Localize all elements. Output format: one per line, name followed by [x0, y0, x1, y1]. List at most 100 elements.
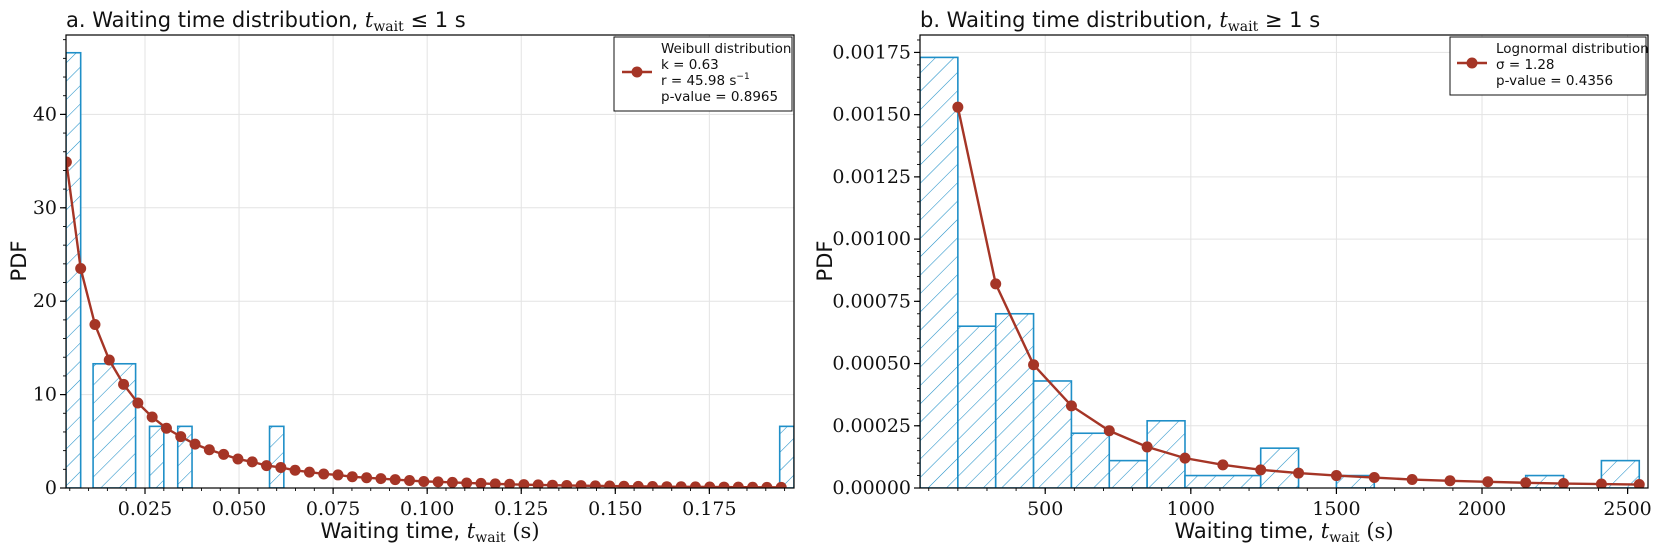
panel-b-legend-title: Lognormal distribution [1496, 41, 1649, 57]
fit-point [203, 444, 215, 456]
histogram-bar [994, 312, 1035, 488]
y-tick-label: 0.00050 [832, 353, 911, 375]
y-tick-label: 20 [33, 290, 57, 312]
fit-point [232, 453, 244, 465]
fit-point [318, 468, 330, 480]
y-tick-label: 40 [33, 103, 57, 125]
y-tick-label: 0 [45, 477, 57, 499]
fit-point [275, 461, 287, 473]
panel-a-legend: Weibull distribution k = 0.63 r = 45.98 … [613, 36, 793, 112]
panel-a-legend-k: k = 0.63 [661, 57, 719, 73]
histogram-bar [1108, 459, 1148, 488]
x-tick-label: 0.175 [682, 498, 736, 520]
fit-point [75, 263, 87, 275]
panel-b-legend-marker [1466, 57, 1478, 69]
histogram-bar [92, 362, 137, 488]
fit-point [261, 460, 273, 472]
fit-point [518, 479, 530, 488]
fit-point [1595, 478, 1607, 488]
fit-point [418, 475, 430, 487]
fit-point [89, 319, 101, 331]
histogram-bar [778, 425, 794, 488]
fit-point [1293, 467, 1305, 479]
fit-point [332, 469, 344, 481]
fit-point [461, 477, 473, 488]
fit-point [375, 473, 387, 485]
panel-a-weibull-fit [66, 156, 787, 488]
panel-a-legend-title: Weibull distribution [661, 41, 791, 57]
fit-point [246, 456, 258, 468]
y-tick-label: 0.00075 [832, 290, 911, 312]
panel-b-frame [919, 34, 1649, 489]
fit-point [504, 478, 516, 488]
y-tick-label: 10 [33, 384, 57, 406]
fit-point [160, 422, 172, 434]
fit-point [175, 431, 187, 443]
panel-b-ylabel: PDF [813, 241, 837, 282]
panel-b-legend-sigma: σ = 1.28 [1496, 57, 1555, 73]
y-tick-label: 0.00125 [832, 166, 911, 188]
fit-point [118, 378, 130, 390]
fit-point [632, 480, 644, 488]
y-tick-label: 0.00025 [832, 415, 911, 437]
fit-point [432, 476, 444, 488]
y-tick-label: 30 [33, 197, 57, 219]
fit-point [952, 101, 964, 113]
histogram-bar [1070, 432, 1111, 488]
panel-b-legend-box [1449, 36, 1647, 96]
fit-point [589, 480, 601, 488]
x-tick-label: 0.150 [588, 498, 642, 520]
fit-point [747, 481, 759, 488]
fit-point [146, 411, 158, 423]
fit-point [475, 477, 487, 488]
panel-a-legend-pvalue: p-value = 0.8965 [661, 89, 778, 105]
histogram-bar [148, 425, 165, 488]
fit-point [1141, 441, 1153, 453]
fit-point [303, 466, 315, 478]
histogram-bar [920, 56, 959, 488]
fit-point [661, 481, 673, 488]
fit-point [389, 474, 401, 486]
fit-line [66, 161, 782, 488]
fit-point [575, 480, 587, 488]
fit-point [532, 479, 544, 488]
fit-point [66, 156, 72, 168]
fit-point [1217, 459, 1229, 471]
fit-point [775, 481, 787, 488]
panel-b-chart: b. Waiting time distribution, twait ≥ 1 … [813, 8, 1652, 546]
fit-point [132, 397, 144, 409]
x-tick-label: 1000 [1167, 498, 1215, 520]
fit-point [1065, 400, 1077, 412]
histogram-bar [1259, 447, 1300, 488]
fit-point [189, 438, 201, 450]
fit-point [675, 481, 687, 488]
fit-point [718, 481, 730, 488]
fit-point [1482, 476, 1494, 488]
fit-point [1179, 452, 1191, 464]
fit-point [218, 448, 230, 460]
x-tick-label: 2500 [1603, 498, 1651, 520]
fit-point [647, 481, 659, 488]
fit-point [103, 354, 115, 366]
fit-point [289, 464, 301, 476]
fit-point [1558, 478, 1570, 488]
panel-b-lognormal-fit [952, 101, 1645, 488]
panel-b-xlabel: Waiting time, twait (s) [1174, 519, 1393, 546]
panel-a-histogram [66, 51, 794, 488]
panel-a-legend-r: r = 45.98 s−1 [661, 72, 750, 89]
x-tick-label: 1500 [1312, 498, 1360, 520]
fit-point [1330, 470, 1342, 482]
panel-b-title: b. Waiting time distribution, twait ≥ 1 … [920, 8, 1320, 35]
panel-a-legend-box [613, 36, 793, 112]
fit-point [990, 278, 1002, 290]
histogram-bar [268, 425, 285, 488]
fit-point [1406, 474, 1418, 486]
panel-a-ylabel: PDF [7, 241, 31, 282]
fit-point [1520, 477, 1532, 488]
fit-point [546, 479, 558, 488]
fit-point [346, 471, 358, 483]
fit-point [1633, 479, 1645, 488]
y-tick-label: 0.00150 [832, 104, 911, 126]
fit-point [361, 472, 373, 484]
